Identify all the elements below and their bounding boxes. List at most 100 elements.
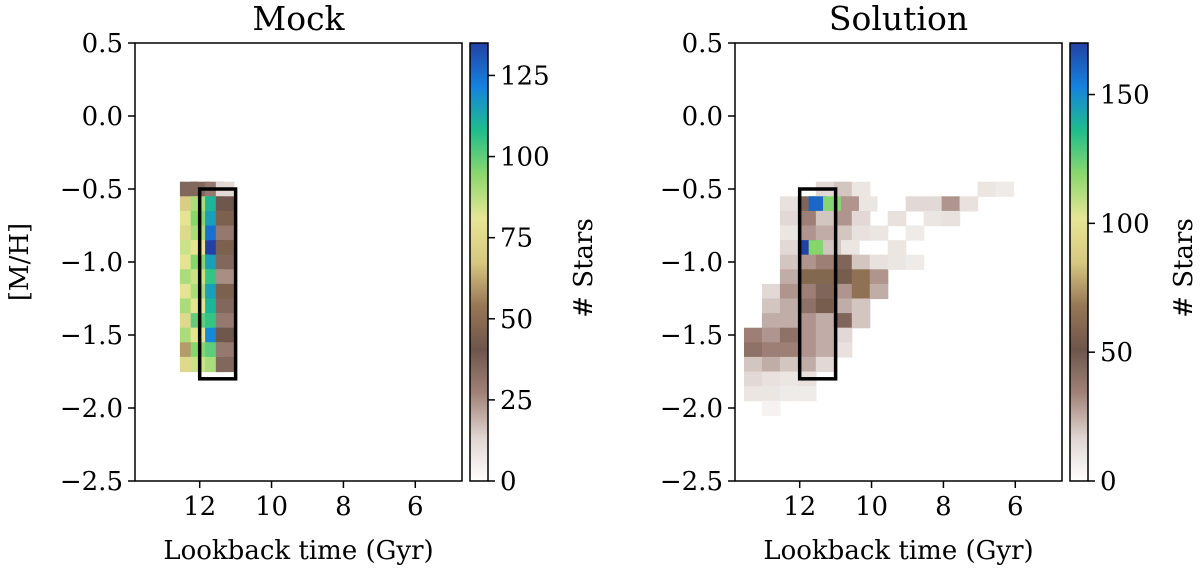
- y-tick-label: −2.5: [60, 467, 123, 497]
- heatmap-cell: [815, 327, 835, 343]
- heatmap-cell: [215, 240, 235, 256]
- heatmap-cell: [959, 196, 979, 212]
- colorbar-tick-label: 25: [500, 386, 533, 416]
- colorbar-tick-label: 50: [500, 305, 533, 335]
- heatmap-cell: [869, 225, 889, 241]
- heatmap-cell: [833, 283, 853, 300]
- colorbar-tick-label: 125: [500, 61, 550, 91]
- heatmap-cell: [743, 356, 763, 373]
- x-tick-label: 10: [855, 492, 888, 522]
- heatmap-cell: [761, 298, 781, 314]
- panel-2-selection-box: [797, 187, 838, 381]
- heatmap-cell: [808, 196, 828, 212]
- heatmap-cell: [761, 356, 781, 373]
- panel-1-colorbar-label: # Stars: [569, 218, 599, 318]
- heatmap-cell: [851, 298, 871, 314]
- heatmap-cell: [215, 210, 235, 227]
- heatmap-cell: [833, 269, 853, 285]
- x-tick-label: 10: [255, 492, 288, 522]
- panel-1-selection-box: [197, 187, 238, 381]
- heatmap-cell: [779, 386, 799, 402]
- heatmap-cell: [841, 240, 860, 256]
- heatmap-cell: [797, 313, 817, 329]
- x-tick-label: 6: [407, 492, 424, 522]
- heatmap-cell: [797, 254, 817, 270]
- x-tick-label: 12: [783, 492, 816, 522]
- heatmap-cell: [851, 225, 871, 241]
- panel-2-title: Solution: [829, 0, 968, 38]
- heatmap-cell: [215, 196, 235, 212]
- heatmap-cell: [815, 298, 835, 314]
- heatmap-cell: [797, 269, 817, 285]
- y-tick-label: −1.5: [60, 321, 123, 351]
- heatmap-cell: [851, 269, 871, 285]
- heatmap-cell: [851, 181, 871, 197]
- y-tick-label: −2.5: [660, 467, 723, 497]
- panel-1-colorbar: [469, 42, 489, 482]
- y-tick-label: 0.0: [682, 102, 723, 132]
- y-tick-label: 0.5: [682, 29, 723, 59]
- heatmap-cell: [815, 283, 835, 300]
- panel-1-title: Mock: [252, 0, 345, 38]
- heatmap-cell: [851, 313, 871, 329]
- panel-2-colorbar-label: # Stars: [1169, 218, 1199, 318]
- heatmap-cell: [815, 269, 835, 285]
- heatmap-cell: [905, 254, 925, 270]
- heatmap-cell: [841, 196, 860, 212]
- heatmap-cell: [779, 196, 799, 212]
- panel-2-x-axis-label: Lookback time (Gyr): [763, 536, 1033, 566]
- heatmap-cell: [833, 313, 853, 329]
- heatmap-cell: [743, 327, 763, 343]
- heatmap-cell: [923, 210, 943, 227]
- heatmap-cell: [995, 181, 1015, 197]
- heatmap-cell: [743, 386, 763, 402]
- x-tick-label: 8: [335, 492, 352, 522]
- heatmap-cell: [869, 269, 889, 285]
- heatmap-cell: [779, 327, 799, 343]
- x-tick-label: 12: [183, 492, 216, 522]
- heatmap-cell: [941, 196, 961, 212]
- heatmap-cell: [815, 225, 835, 241]
- y-tick-label: −2.0: [60, 394, 123, 424]
- panel-2-colorbar: [1069, 42, 1089, 482]
- heatmap-cell: [833, 210, 853, 227]
- heatmap-cell: [761, 371, 781, 387]
- heatmap-cell: [215, 327, 235, 343]
- heatmap-cell: [851, 254, 871, 270]
- y-tick-label: 0.0: [82, 102, 123, 132]
- heatmap-cell: [779, 356, 799, 373]
- y-tick-label: −0.5: [60, 175, 123, 205]
- heatmap-cell: [215, 254, 235, 270]
- heatmap-cell: [797, 298, 817, 314]
- heatmap-cell: [833, 181, 853, 197]
- y-tick-label: −2.0: [660, 394, 723, 424]
- heatmap-cell: [833, 342, 853, 358]
- panel-2-cells: [743, 181, 1015, 416]
- heatmap-cell: [977, 181, 997, 197]
- heatmap-cell: [797, 283, 817, 300]
- heatmap-cell: [797, 356, 817, 373]
- heatmap-cell: [215, 225, 235, 241]
- heatmap-cell: [215, 342, 235, 358]
- colorbar-tick-label: 150: [1100, 81, 1150, 111]
- heatmap-cell: [215, 313, 235, 329]
- heatmap-cell: [779, 298, 799, 314]
- heatmap-cell: [833, 225, 853, 241]
- heatmap-cell: [808, 240, 828, 256]
- colorbar-tick-label: 50: [1100, 338, 1133, 368]
- heatmap-cell: [743, 371, 763, 387]
- heatmap-cell: [941, 210, 961, 227]
- panel-1-x-axis-label: Lookback time (Gyr): [163, 536, 433, 566]
- heatmap-cell: [869, 254, 889, 270]
- colorbar-tick-label: 100: [500, 143, 550, 173]
- y-tick-label: −1.5: [660, 321, 723, 351]
- heatmap-cell: [215, 283, 235, 300]
- colorbar-tick-label: 0: [500, 467, 517, 497]
- heatmap-cell: [797, 327, 817, 343]
- colorbar-tick-label: 75: [500, 224, 533, 254]
- heatmap-cell: [823, 196, 842, 212]
- heatmap-cell: [815, 342, 835, 358]
- heatmap-cell: [815, 356, 835, 373]
- heatmap-cell: [815, 254, 835, 270]
